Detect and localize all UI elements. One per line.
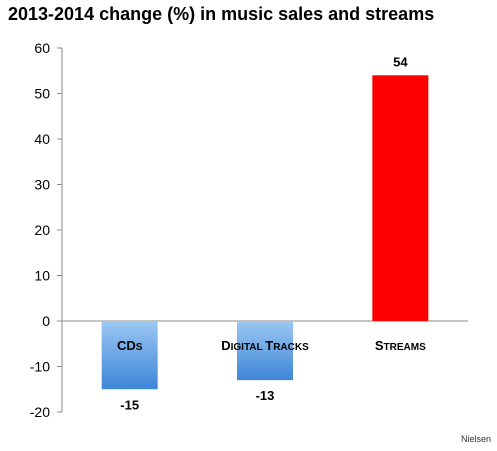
category-label: STREAMS bbox=[375, 338, 426, 353]
y-tick-label: 40 bbox=[34, 131, 50, 147]
y-tick-label: -20 bbox=[30, 404, 50, 420]
chart-title: 2013-2014 change (%) in music sales and … bbox=[8, 4, 435, 24]
y-tick-label: 20 bbox=[34, 222, 50, 238]
y-tick-label: 30 bbox=[34, 177, 50, 193]
bar bbox=[237, 321, 293, 381]
y-tick-label: 0 bbox=[42, 313, 50, 329]
data-label: 54 bbox=[393, 54, 408, 69]
category-label: CDS bbox=[117, 338, 143, 353]
y-tick-label: 50 bbox=[34, 86, 50, 102]
y-tick-label: -10 bbox=[30, 359, 50, 375]
category-label: DIGITAL TRACKS bbox=[221, 338, 309, 353]
bar bbox=[101, 321, 158, 390]
data-label: -13 bbox=[256, 388, 275, 403]
data-label: -15 bbox=[120, 397, 139, 412]
y-tick-label: 60 bbox=[34, 40, 50, 56]
source-label: Nielsen bbox=[460, 434, 491, 444]
bar bbox=[372, 75, 429, 321]
y-tick-label: 10 bbox=[34, 268, 50, 284]
